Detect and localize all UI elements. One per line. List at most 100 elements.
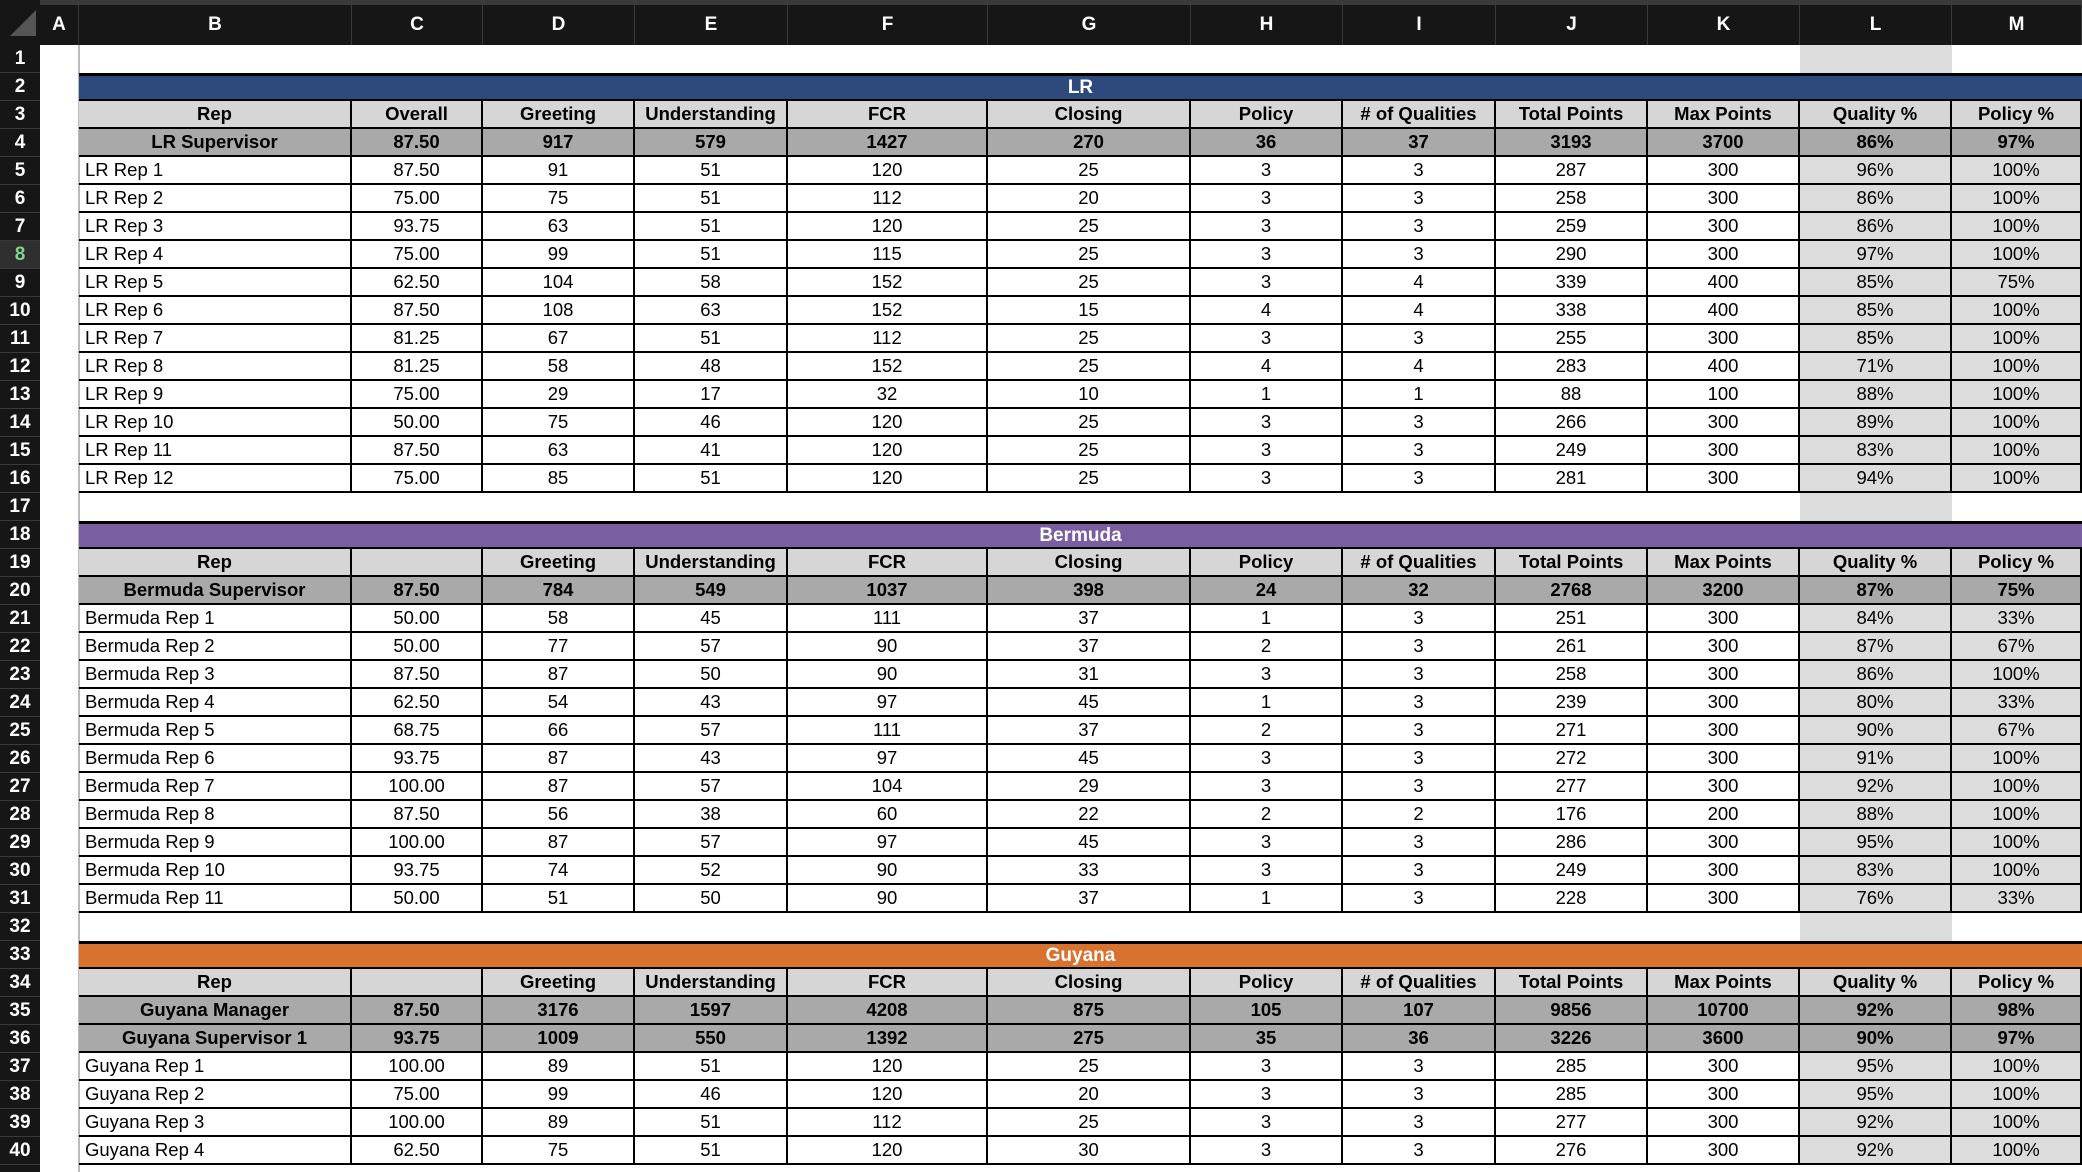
data-cell[interactable]: 100 — [1648, 381, 1800, 409]
header-cell[interactable]: Closing — [988, 549, 1191, 577]
header-cell[interactable]: Policy — [1191, 549, 1343, 577]
row-header-11[interactable]: 11 — [0, 325, 40, 353]
data-cell[interactable]: 76% — [1800, 885, 1952, 913]
data-cell[interactable]: 25 — [988, 437, 1191, 465]
row-header-19[interactable]: 19 — [0, 549, 40, 577]
row-header-31[interactable]: 31 — [0, 885, 40, 913]
data-cell[interactable]: 100% — [1952, 213, 2082, 241]
header-cell[interactable]: Max Points — [1648, 549, 1800, 577]
data-cell[interactable]: 48 — [635, 353, 788, 381]
data-cell[interactable]: 112 — [788, 325, 988, 353]
row-header-36[interactable]: 36 — [0, 1025, 40, 1053]
data-cell[interactable]: 3 — [1343, 689, 1496, 717]
data-cell[interactable]: 300 — [1648, 185, 1800, 213]
supervisor-cell[interactable]: 1009 — [483, 1025, 635, 1053]
data-cell[interactable]: 3 — [1343, 325, 1496, 353]
data-cell[interactable]: 51 — [635, 1053, 788, 1081]
data-cell[interactable]: 88 — [1496, 381, 1648, 409]
data-cell[interactable]: 100% — [1952, 241, 2082, 269]
data-cell[interactable]: 95% — [1800, 1053, 1952, 1081]
data-cell[interactable]: 97% — [1800, 241, 1952, 269]
data-cell[interactable]: 87.50 — [352, 157, 483, 185]
data-cell[interactable]: 37 — [988, 885, 1191, 913]
data-cell[interactable]: 100% — [1952, 185, 2082, 213]
data-cell[interactable]: 74 — [483, 857, 635, 885]
data-cell[interactable]: 43 — [635, 745, 788, 773]
column-header-i[interactable]: I — [1343, 5, 1496, 45]
supervisor-cell[interactable]: 24 — [1191, 577, 1343, 605]
header-cell[interactable]: Greeting — [483, 969, 635, 997]
data-cell[interactable]: 1 — [1191, 885, 1343, 913]
data-cell[interactable]: 83% — [1800, 437, 1952, 465]
supervisor-cell[interactable]: 270 — [988, 129, 1191, 157]
data-cell[interactable]: 75 — [483, 185, 635, 213]
header-cell[interactable]: # of Qualities — [1343, 549, 1496, 577]
supervisor-cell[interactable]: 87.50 — [352, 577, 483, 605]
header-cell[interactable]: Rep — [79, 549, 352, 577]
supervisor-cell[interactable]: 36 — [1191, 129, 1343, 157]
header-cell[interactable]: # of Qualities — [1343, 101, 1496, 129]
rep-name-cell[interactable]: Bermuda Rep 7 — [79, 773, 352, 801]
data-cell[interactable]: 100% — [1952, 1081, 2082, 1109]
data-cell[interactable]: 400 — [1648, 297, 1800, 325]
data-cell[interactable]: 100% — [1952, 1053, 2082, 1081]
data-cell[interactable]: 255 — [1496, 325, 1648, 353]
data-cell[interactable]: 300 — [1648, 857, 1800, 885]
supervisor-cell[interactable]: 4208 — [788, 997, 988, 1025]
data-cell[interactable]: 87.50 — [352, 661, 483, 689]
data-cell[interactable]: 81.25 — [352, 353, 483, 381]
row-header-8[interactable]: 8 — [0, 241, 40, 269]
data-cell[interactable]: 50.00 — [352, 409, 483, 437]
data-cell[interactable]: 100% — [1952, 325, 2082, 353]
data-cell[interactable]: 51 — [635, 157, 788, 185]
rep-name-cell[interactable]: Bermuda Rep 3 — [79, 661, 352, 689]
supervisor-cell[interactable]: 1597 — [635, 997, 788, 1025]
data-cell[interactable]: 80% — [1800, 689, 1952, 717]
data-cell[interactable]: 3 — [1191, 857, 1343, 885]
row-header-10[interactable]: 10 — [0, 297, 40, 325]
data-cell[interactable]: 87.50 — [352, 801, 483, 829]
data-cell[interactable]: 100% — [1952, 745, 2082, 773]
data-cell[interactable]: 93.75 — [352, 213, 483, 241]
data-cell[interactable]: 300 — [1648, 157, 1800, 185]
rep-name-cell[interactable]: LR Rep 5 — [79, 269, 352, 297]
row-header-39[interactable]: 39 — [0, 1109, 40, 1137]
column-header-e[interactable]: E — [635, 5, 788, 45]
data-cell[interactable]: 111 — [788, 717, 988, 745]
data-cell[interactable]: 3 — [1191, 1081, 1343, 1109]
data-cell[interactable]: 287 — [1496, 157, 1648, 185]
data-cell[interactable]: 92% — [1800, 773, 1952, 801]
data-cell[interactable]: 283 — [1496, 353, 1648, 381]
column-header-j[interactable]: J — [1496, 5, 1648, 45]
header-cell[interactable]: Policy % — [1952, 101, 2082, 129]
row-header-34[interactable]: 34 — [0, 969, 40, 997]
rep-name-cell[interactable]: Bermuda Rep 4 — [79, 689, 352, 717]
data-cell[interactable]: 33% — [1952, 885, 2082, 913]
data-cell[interactable]: 75 — [483, 409, 635, 437]
data-cell[interactable]: 32 — [788, 381, 988, 409]
column-header-d[interactable]: D — [483, 5, 635, 45]
data-cell[interactable]: 1 — [1343, 381, 1496, 409]
data-cell[interactable]: 51 — [635, 185, 788, 213]
data-cell[interactable]: 17 — [635, 381, 788, 409]
data-cell[interactable]: 3 — [1191, 1053, 1343, 1081]
column-header-l[interactable]: L — [1800, 5, 1952, 45]
data-cell[interactable]: 339 — [1496, 269, 1648, 297]
header-cell[interactable]: Quality % — [1800, 549, 1952, 577]
data-cell[interactable]: 251 — [1496, 605, 1648, 633]
row-header-26[interactable]: 26 — [0, 745, 40, 773]
data-cell[interactable]: 75.00 — [352, 241, 483, 269]
data-cell[interactable]: 38 — [635, 801, 788, 829]
data-cell[interactable]: 58 — [483, 605, 635, 633]
data-cell[interactable]: 51 — [635, 465, 788, 493]
data-cell[interactable]: 100.00 — [352, 829, 483, 857]
row-header-37[interactable]: 37 — [0, 1053, 40, 1081]
data-cell[interactable]: 2 — [1191, 633, 1343, 661]
data-cell[interactable]: 10 — [988, 381, 1191, 409]
supervisor-cell[interactable]: 86% — [1800, 129, 1952, 157]
section-band-guyana[interactable]: Guyana — [79, 941, 2082, 969]
data-cell[interactable]: 338 — [1496, 297, 1648, 325]
data-cell[interactable]: 97 — [788, 829, 988, 857]
data-cell[interactable]: 3 — [1343, 717, 1496, 745]
data-cell[interactable]: 112 — [788, 185, 988, 213]
